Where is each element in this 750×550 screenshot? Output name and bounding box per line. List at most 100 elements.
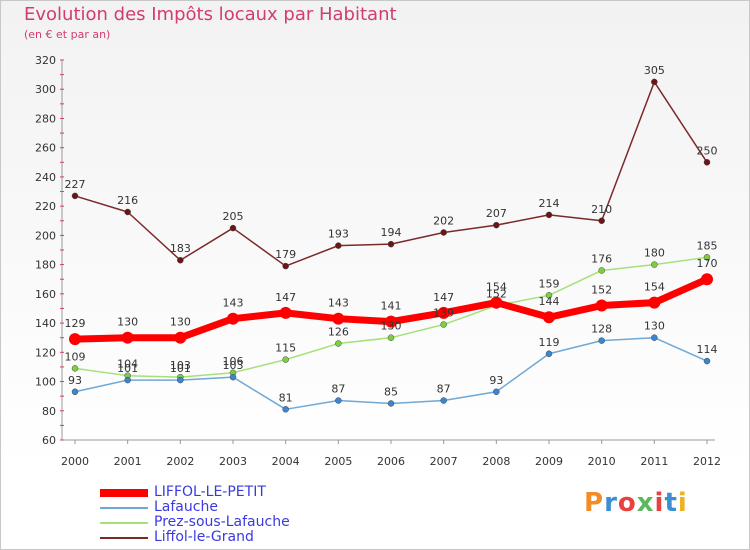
x-tick-label: 2008	[482, 455, 510, 468]
data-label: 216	[117, 194, 138, 207]
data-point	[335, 340, 342, 347]
data-point	[648, 296, 661, 309]
data-label: 93	[489, 374, 503, 387]
data-label: 87	[437, 383, 451, 396]
series-layer	[69, 78, 713, 413]
data-point	[177, 376, 184, 384]
data-label: 130	[170, 316, 191, 329]
data-point	[703, 357, 711, 365]
data-point	[651, 261, 658, 268]
data-label: 154	[486, 281, 507, 294]
data-point	[598, 337, 605, 344]
data-label: 143	[328, 297, 349, 310]
data-label: 205	[223, 210, 244, 223]
data-point	[279, 306, 292, 319]
data-label: 185	[697, 239, 718, 252]
legend-swatch	[100, 516, 148, 531]
legend-label: Lafauche	[154, 499, 218, 515]
data-label: 210	[591, 203, 612, 216]
chart-title: Evolution des Impôts locaux par Habitant	[24, 4, 397, 25]
data-point	[493, 388, 500, 396]
y-tick-label: 80	[42, 405, 56, 418]
data-point	[229, 373, 237, 381]
data-label: 114	[697, 343, 718, 356]
x-tick-label: 2011	[640, 455, 668, 468]
data-label: 176	[591, 252, 612, 265]
x-tick-label: 2012	[693, 455, 721, 468]
data-point	[651, 78, 658, 86]
y-tick-label: 260	[35, 142, 56, 155]
data-label: 139	[433, 307, 454, 320]
data-point	[598, 267, 605, 274]
legend-label: LIFFOL-LE-PETIT	[154, 484, 266, 500]
chart-subtitle: (en € et par an)	[24, 28, 111, 41]
data-point	[703, 254, 711, 261]
logo-letter: o	[617, 488, 637, 518]
data-label: 147	[433, 291, 454, 304]
x-tick-label: 2002	[166, 455, 194, 468]
data-label: 227	[65, 178, 86, 191]
x-tick-label: 2010	[588, 455, 616, 468]
data-point	[703, 159, 711, 166]
data-point	[543, 311, 555, 324]
data-label: 109	[65, 350, 86, 363]
y-tick-label: 60	[42, 434, 56, 447]
data-label: 81	[279, 391, 293, 404]
data-label: 152	[591, 284, 612, 297]
data-point	[701, 273, 713, 286]
data-point	[69, 333, 81, 346]
data-label: 194	[381, 226, 402, 239]
data-label: 154	[644, 281, 665, 294]
data-label: 193	[328, 228, 349, 241]
y-tick-label: 280	[35, 112, 56, 125]
legend-swatch	[100, 531, 148, 546]
data-point	[282, 262, 289, 270]
data-label: 129	[65, 317, 86, 330]
logo-letter: t	[664, 488, 678, 518]
legend-swatch	[100, 501, 148, 516]
data-point	[229, 224, 237, 232]
data-point	[387, 400, 395, 407]
data-point	[440, 229, 447, 236]
x-tick-label: 2001	[114, 455, 142, 468]
x-tick-label: 2006	[377, 455, 405, 468]
data-label: 101	[117, 362, 138, 375]
proxiti-logo: Proxiti	[584, 488, 688, 518]
data-point	[282, 406, 289, 413]
data-label: 85	[384, 385, 398, 398]
data-label: 183	[170, 242, 191, 255]
data-point	[387, 334, 395, 341]
data-label: 179	[275, 248, 296, 261]
data-point	[335, 397, 342, 404]
data-label: 214	[539, 197, 560, 210]
data-label: 170	[697, 257, 718, 270]
data-label: 93	[68, 374, 82, 387]
data-point	[174, 331, 187, 344]
data-label: 103	[170, 359, 191, 372]
data-label: 180	[644, 247, 665, 260]
y-tick-label: 220	[35, 200, 56, 213]
y-tick-label: 320	[35, 54, 56, 67]
data-label: 144	[539, 295, 560, 308]
data-point	[387, 240, 395, 248]
data-label: 128	[591, 323, 612, 336]
data-label: 106	[223, 355, 244, 368]
logo-letter: P	[584, 488, 605, 518]
y-tick-label: 160	[35, 288, 56, 301]
data-point	[595, 299, 608, 312]
x-tick-label: 2004	[272, 455, 300, 468]
data-point	[335, 242, 342, 249]
data-label: 119	[539, 336, 560, 349]
data-label: 305	[644, 64, 665, 77]
x-tick-label: 2003	[219, 455, 247, 468]
data-point	[282, 356, 289, 363]
data-label: 159	[539, 277, 560, 290]
data-label: 115	[275, 342, 296, 355]
data-point	[177, 256, 184, 264]
data-label: 103	[223, 359, 244, 372]
y-tick-label: 180	[35, 259, 56, 272]
data-point	[440, 397, 447, 404]
data-label: 202	[433, 214, 454, 227]
data-point	[124, 376, 131, 384]
